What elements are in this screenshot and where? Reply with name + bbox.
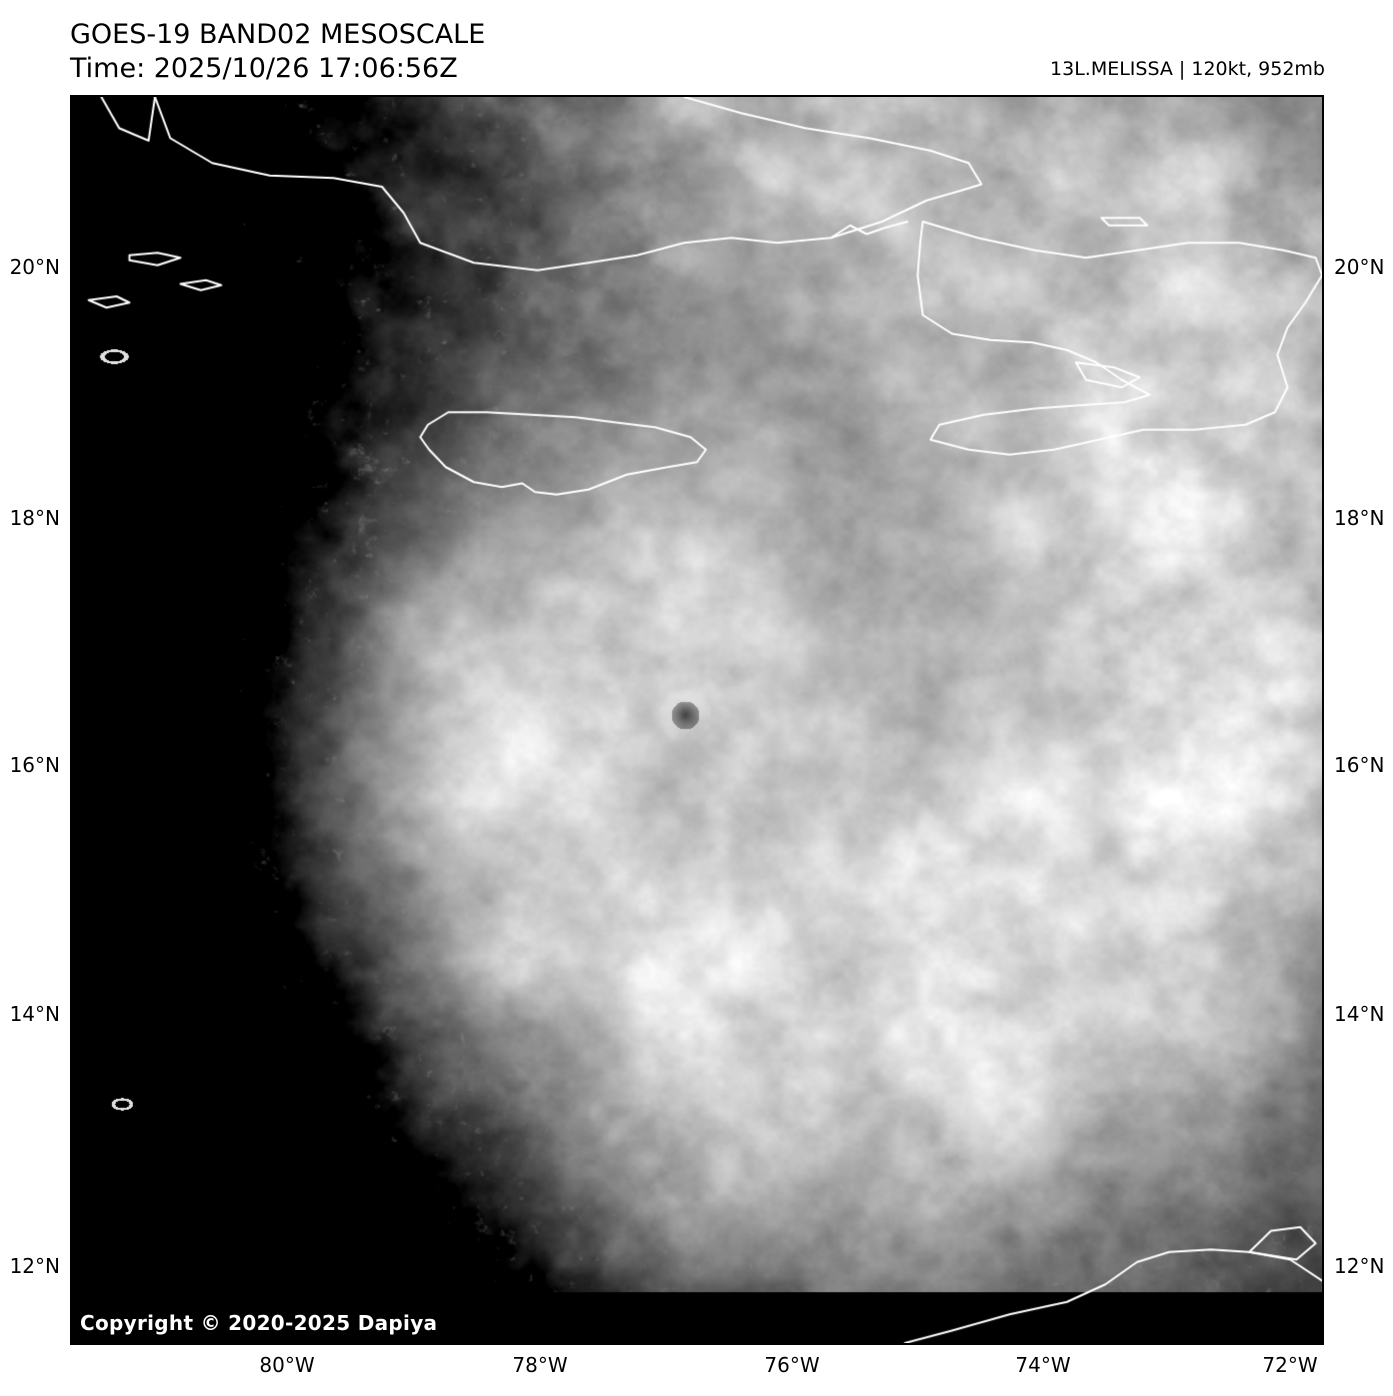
lat-tick-left-4: 12°N	[9, 1254, 60, 1278]
copyright-label: Copyright © 2020-2025 Dapiya	[80, 1311, 438, 1335]
lon-tick-1: 78°W	[512, 1353, 568, 1377]
storm-meta-label: 13L.MELISSA | 120kt, 952mb	[1050, 58, 1325, 80]
lat-tick-right-3: 14°N	[1334, 1002, 1385, 1026]
lon-tick-3: 74°W	[1015, 1353, 1071, 1377]
lat-tick-right-4: 12°N	[1334, 1254, 1385, 1278]
satellite-image-plot[interactable]: Copyright © 2020-2025 Dapiya	[70, 95, 1324, 1345]
lat-tick-right-0: 20°N	[1334, 255, 1385, 279]
lat-tick-left-2: 16°N	[9, 753, 60, 777]
lon-tick-0: 80°W	[259, 1353, 315, 1377]
lat-tick-left-1: 18°N	[9, 506, 60, 530]
timestamp-label: Time: 2025/10/26 17:06:56Z	[70, 53, 458, 84]
lat-tick-left-3: 14°N	[9, 1002, 60, 1026]
lat-tick-right-1: 18°N	[1334, 506, 1385, 530]
page-title: GOES-19 BAND02 MESOSCALE	[70, 19, 486, 50]
lat-tick-right-2: 16°N	[1334, 753, 1385, 777]
lat-tick-left-0: 20°N	[9, 255, 60, 279]
lon-tick-2: 76°W	[764, 1353, 820, 1377]
lon-tick-4: 72°W	[1262, 1353, 1318, 1377]
satellite-imagery-canvas	[72, 97, 1322, 1343]
